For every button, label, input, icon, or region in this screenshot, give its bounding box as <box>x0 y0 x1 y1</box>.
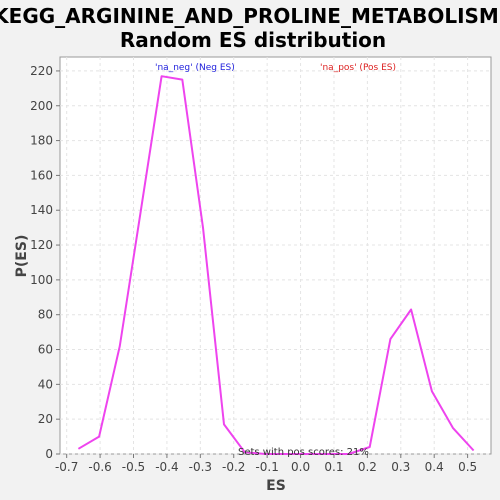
y-tick-label: 80 <box>38 308 53 322</box>
x-tick-label: -0.7 <box>55 460 78 474</box>
y-tick-label: 120 <box>30 238 53 252</box>
plot-area <box>59 56 492 455</box>
x-axis-ticks: -0.7 -0.6 -0.5 -0.4 -0.3 -0.2 -0.1 0.0 0.1 0.2 0.3… <box>55 454 477 474</box>
x-axis-label: ES <box>266 478 286 494</box>
y-tick-label: 60 <box>38 343 53 357</box>
legend-pos: 'na_pos' (Pos ES) <box>320 63 396 73</box>
chart-title-line1: KEGG_ARGININE_AND_PROLINE_METABOLISM: <box>0 4 500 28</box>
y-tick-label: 40 <box>38 377 53 391</box>
y-tick-label: 20 <box>38 412 53 426</box>
y-tick-label: 220 <box>30 64 53 78</box>
x-tick-label: -0.5 <box>122 460 145 474</box>
x-tick-label: -0.3 <box>189 460 212 474</box>
x-tick-label: 0.4 <box>425 460 444 474</box>
x-tick-label: -0.6 <box>88 460 111 474</box>
grid <box>60 57 491 455</box>
pos-scores-annotation: Sets with pos scores: 21% <box>238 447 369 458</box>
x-tick-label: -0.1 <box>255 460 278 474</box>
es-distribution-line <box>77 75 475 455</box>
y-tick-label: 200 <box>30 99 53 113</box>
y-tick-label: 180 <box>30 134 53 148</box>
chart-title-line2: Random ES distribution <box>120 28 386 52</box>
legend-neg: 'na_neg' (Neg ES) <box>155 63 235 73</box>
y-tick-label: 160 <box>30 168 53 182</box>
x-tick-label: 0.1 <box>324 460 343 474</box>
y-tick-label: 0 <box>45 447 53 461</box>
y-tick-label: 100 <box>30 273 53 287</box>
x-tick-label: -0.2 <box>222 460 245 474</box>
x-tick-label: 0.0 <box>291 460 310 474</box>
y-axis-label: P(ES) <box>14 235 30 278</box>
x-tick-label: -0.4 <box>155 460 178 474</box>
y-axis-ticks: 0 20 40 60 80 100 120 140 160 180 200 220 <box>30 64 60 461</box>
series-group <box>77 75 475 455</box>
x-tick-label: 0.3 <box>391 460 410 474</box>
x-tick-label: 0.5 <box>458 460 477 474</box>
x-tick-label: 0.2 <box>358 460 377 474</box>
y-tick-label: 140 <box>30 203 53 217</box>
